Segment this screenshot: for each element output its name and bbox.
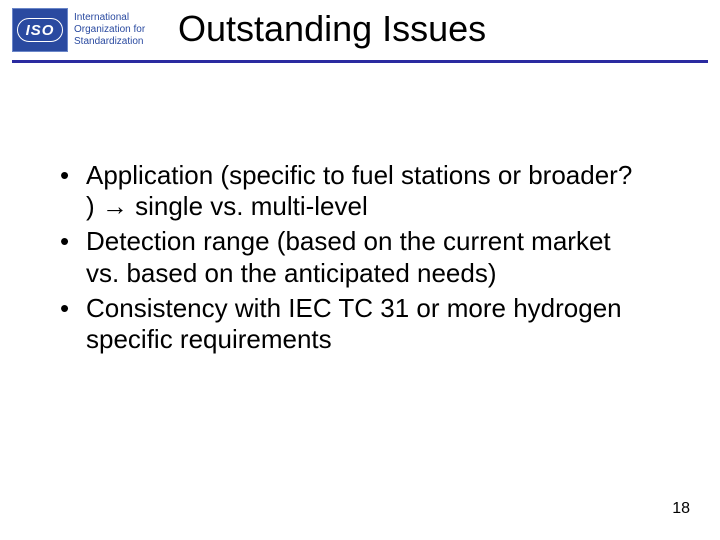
iso-org-text: International Organization for Standardi… (74, 12, 145, 48)
list-item: Consistency with IEC TC 31 or more hydro… (60, 293, 640, 355)
bullet-list: Application (specific to fuel stations o… (60, 160, 640, 359)
page-title: Outstanding Issues (178, 8, 486, 50)
iso-org-line1: International (74, 12, 145, 24)
list-item: Detection range (based on the current ma… (60, 226, 640, 288)
title-rule (12, 60, 708, 63)
iso-org-line3: Standardization (74, 36, 145, 48)
slide: ISO International Organization for Stand… (0, 0, 720, 540)
iso-org-line2: Organization for (74, 24, 145, 36)
iso-logo-area: ISO International Organization for Stand… (12, 8, 145, 52)
iso-badge-text: ISO (17, 18, 63, 42)
iso-badge: ISO (12, 8, 68, 52)
list-item: Application (specific to fuel stations o… (60, 160, 640, 222)
page-number: 18 (672, 500, 690, 518)
